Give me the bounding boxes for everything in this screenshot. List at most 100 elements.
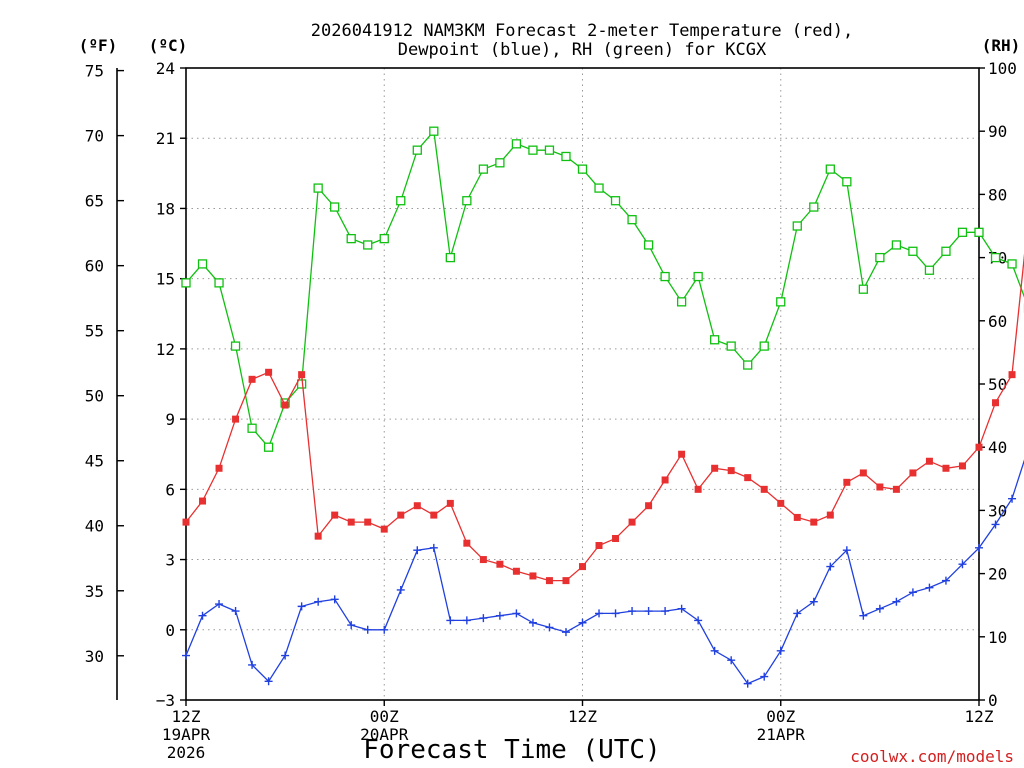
temperature-point (298, 371, 306, 379)
temperature-point (958, 462, 966, 470)
rh-point (346, 233, 356, 244)
dewpoint-point (644, 607, 653, 616)
temperature-point (545, 577, 553, 585)
dewpoint-point (561, 628, 570, 637)
dewpoint-point (281, 651, 290, 660)
temperature-point (826, 511, 834, 519)
temperature-point (1008, 371, 1016, 379)
dewpoint-point (793, 609, 802, 618)
tick-label-time: 21APR (757, 725, 806, 744)
dewpoint-point (330, 595, 339, 604)
rh-point (941, 246, 951, 256)
series-temperature (182, 253, 1024, 585)
rh-point (792, 221, 802, 231)
tick-label-fahrenheit: 70 (85, 127, 104, 146)
temperature-point (380, 525, 388, 533)
temperature-point (413, 502, 421, 510)
rh-point (528, 145, 538, 155)
tick-label-fahrenheit: 75 (85, 62, 104, 81)
tick-label-rh: 50 (988, 375, 1007, 394)
dewpoint-point (297, 602, 306, 611)
dewpoint-point (1008, 494, 1017, 503)
temperature-point (199, 497, 207, 505)
dewpoint-point (809, 597, 818, 606)
dewpoint-point (743, 679, 752, 688)
tick-label-rh: 80 (988, 185, 1007, 204)
dewpoint-point (611, 609, 620, 618)
tick-label-rh: 60 (988, 312, 1007, 331)
rh-point (561, 151, 571, 162)
rh-line (185, 129, 1024, 449)
tick-label-celsius: 24 (156, 59, 175, 78)
tick-label-rh: 20 (988, 565, 1007, 584)
temperature-point (562, 577, 570, 585)
dewpoint-point (628, 607, 637, 616)
dewpoint-point (578, 618, 587, 627)
rh-point (759, 341, 769, 351)
dewpoint-point (760, 672, 769, 681)
dewpoint-point (479, 614, 488, 623)
title-line-2: Dewpoint (blue), RH (green) for KCGX (398, 40, 767, 60)
rh-point (776, 297, 786, 307)
dewpoint-point (975, 543, 983, 552)
rh-point (247, 423, 257, 433)
temperature-point (512, 567, 520, 575)
dewpoint-point (182, 651, 190, 660)
tick-label-rh: 10 (988, 628, 1007, 647)
rh-point (181, 278, 191, 288)
rh-point (710, 335, 720, 345)
tick-label-rh: 90 (988, 122, 1007, 141)
temperature-point (579, 563, 586, 571)
temperature-line (185, 253, 1024, 582)
rh-point (627, 215, 637, 225)
tick-label-celsius: 3 (165, 551, 175, 570)
temperature-point (232, 415, 240, 423)
dewpoint-point (314, 597, 323, 606)
tick-label-rh: 40 (988, 438, 1007, 457)
unit-label-celsius: (ºC) (149, 36, 188, 55)
rh-point (891, 240, 902, 250)
dewpoint-point (413, 546, 422, 555)
rh-point (313, 183, 323, 193)
tick-label-celsius: 0 (165, 621, 175, 640)
rh-point (809, 202, 819, 212)
temperature-point (942, 464, 950, 472)
rh-point (263, 442, 274, 452)
dewpoint-point (380, 625, 389, 634)
tick-label-fahrenheit: 65 (85, 192, 104, 211)
dewpoint-point (710, 646, 719, 655)
temperature-point (727, 467, 735, 475)
temperature-point (248, 375, 256, 383)
rh-point (544, 145, 555, 155)
rh-point (214, 278, 224, 288)
rh-point (908, 246, 918, 256)
dewpoint-point (545, 623, 554, 632)
unit-label-fahrenheit: (ºF) (79, 36, 118, 55)
dewpoint-point (859, 611, 868, 620)
temperature-point (314, 532, 322, 540)
dewpoint-point (198, 611, 207, 620)
dewpoint-point (661, 607, 670, 616)
rh-point (676, 297, 687, 307)
temperature-point (925, 457, 933, 465)
temperature-point (645, 502, 653, 510)
temperature-point (843, 478, 851, 486)
rh-point (875, 252, 885, 263)
rh-point (957, 227, 968, 237)
rh-point (743, 360, 753, 370)
celsius-axis: −3 0 3 6 9 12 15 18 21 24 (156, 59, 186, 710)
dewpoint-point (248, 660, 257, 669)
temperature-point (479, 556, 487, 564)
temperature-point (281, 401, 289, 409)
tick-label-fahrenheit: 35 (85, 582, 104, 601)
rh-point (396, 196, 406, 206)
dewpoint-point (694, 616, 703, 625)
tick-label-celsius: 6 (165, 480, 175, 499)
rh-point (990, 252, 1001, 263)
tick-label-celsius: 9 (165, 410, 175, 429)
credit-text: coolwx.com/models (850, 747, 1014, 766)
tick-label-celsius: 18 (156, 199, 175, 218)
rh-point (577, 164, 588, 174)
temperature-point (992, 399, 1000, 407)
rh-point (974, 227, 984, 237)
